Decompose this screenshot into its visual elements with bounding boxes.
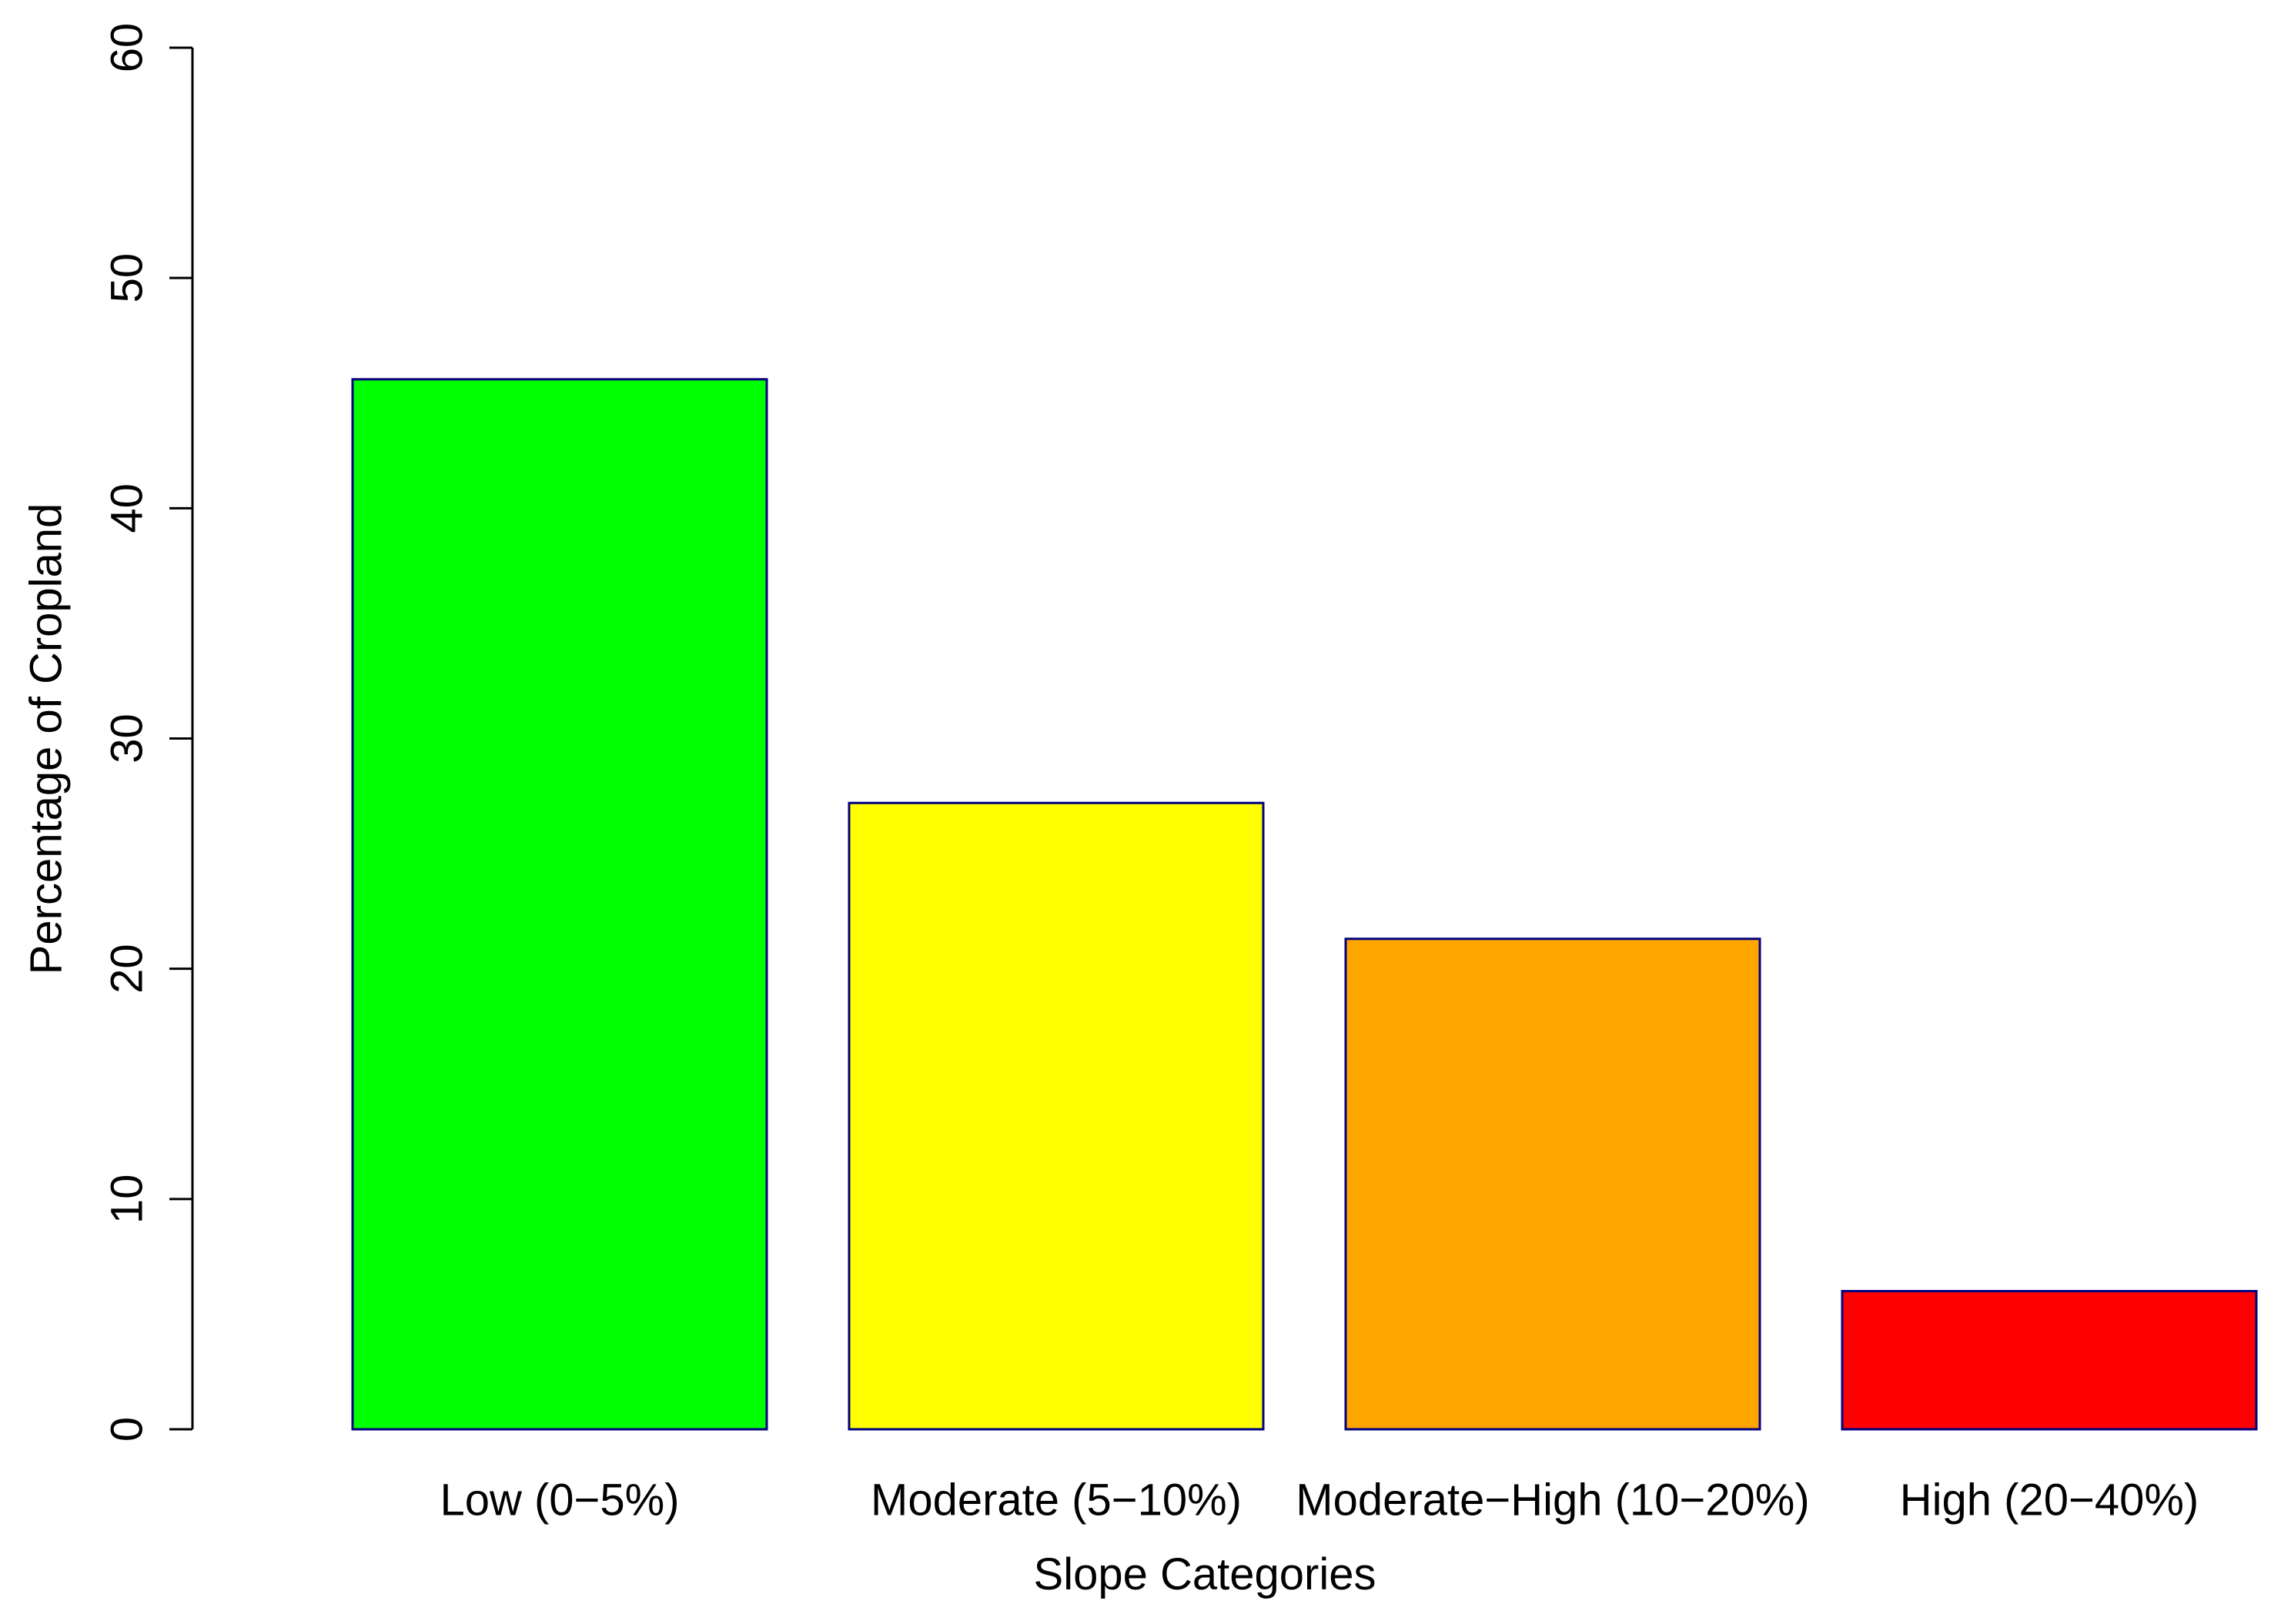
y-tick-label: 30 <box>102 713 152 764</box>
y-tick-label: 0 <box>102 1417 152 1442</box>
x-category-label: Moderate (5−10%) <box>871 1475 1242 1525</box>
y-tick-label: 40 <box>102 483 152 533</box>
x-category-label: Low (0−5%) <box>440 1475 679 1525</box>
y-axis: 0 10 20 30 40 50 60 <box>102 23 194 1442</box>
x-axis-labels: Low (0−5%) Moderate (5−10%) Moderate−High … <box>440 1475 2199 1525</box>
bar-0 <box>351 378 768 1431</box>
x-category-label: Moderate−High (10−20%) <box>1296 1475 1809 1525</box>
y-tick-label: 20 <box>102 944 152 994</box>
bars <box>351 378 2258 1431</box>
bar-1 <box>848 801 1265 1431</box>
x-axis-title: Slope Categories <box>1034 1549 1376 1599</box>
y-tick-label: 50 <box>102 253 152 303</box>
bar-3 <box>1841 1290 2258 1431</box>
y-tick-label: 10 <box>102 1175 152 1225</box>
y-tick-label: 60 <box>102 23 152 73</box>
bar-2 <box>1344 937 1761 1431</box>
x-category-label: High (20−40%) <box>1900 1475 2199 1525</box>
y-axis-title: Percentage of Cropland <box>22 503 72 975</box>
